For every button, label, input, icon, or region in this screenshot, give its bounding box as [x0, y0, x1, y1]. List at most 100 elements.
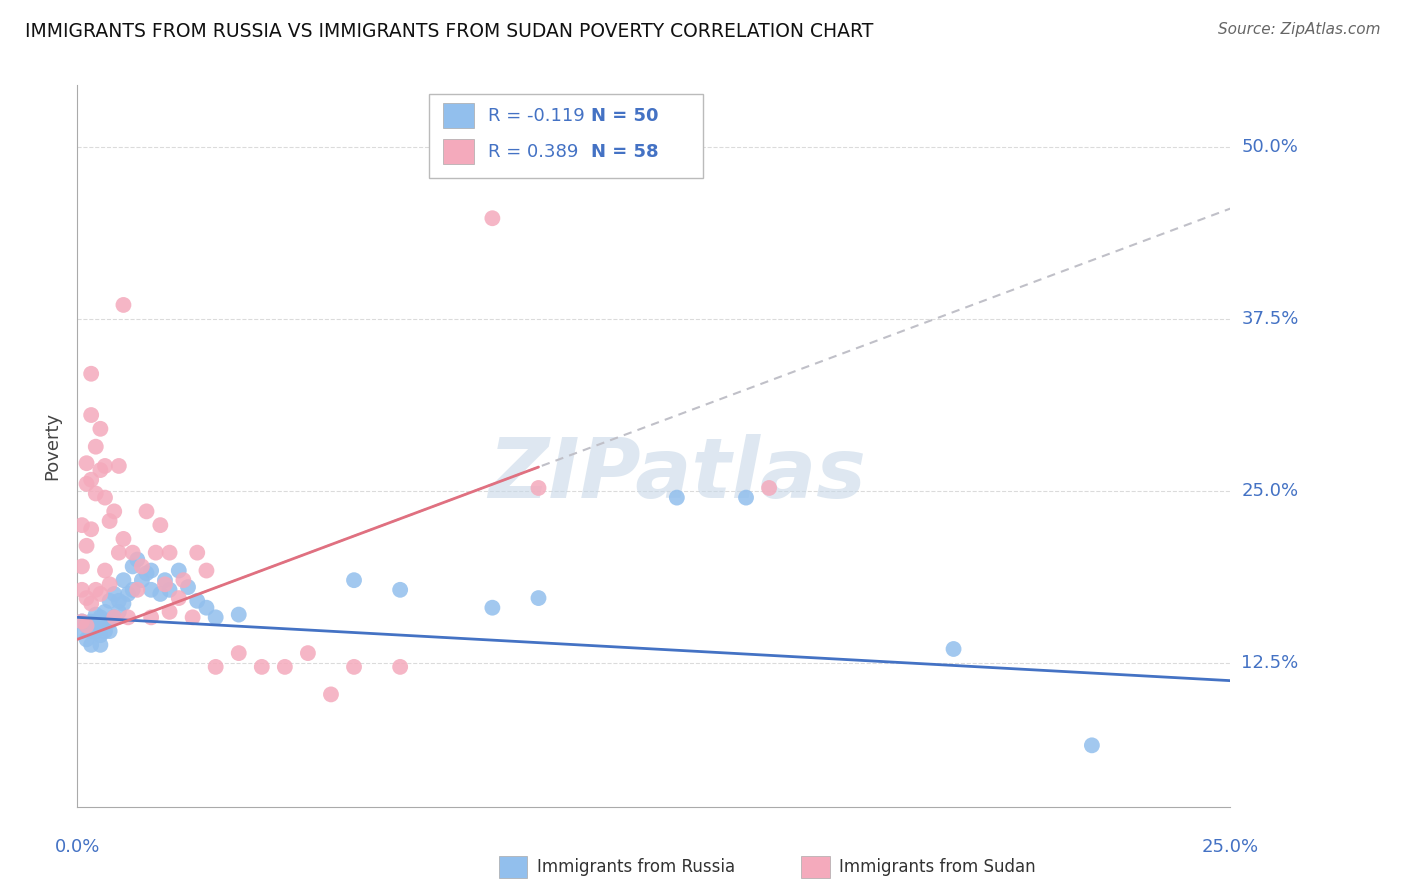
- Point: [127, 552, 149, 566]
- Text: 50.0%: 50.0%: [1241, 137, 1298, 156]
- Point: [70, 615, 93, 629]
- Point: [98, 615, 121, 629]
- Point: [112, 532, 135, 546]
- Point: [167, 591, 190, 605]
- Point: [389, 582, 412, 597]
- Point: [80, 408, 103, 422]
- Point: [94, 624, 117, 639]
- Point: [98, 624, 121, 639]
- Text: 37.5%: 37.5%: [1241, 310, 1299, 327]
- Point: [481, 211, 503, 226]
- Text: N = 58: N = 58: [591, 143, 658, 161]
- Point: [139, 582, 162, 597]
- Point: [942, 642, 965, 657]
- Point: [135, 504, 157, 518]
- Point: [80, 615, 103, 629]
- Point: [89, 638, 111, 652]
- Point: [80, 638, 103, 652]
- Point: [70, 518, 93, 533]
- Point: [103, 610, 125, 624]
- Point: [527, 481, 550, 495]
- Point: [195, 564, 218, 578]
- Point: [94, 615, 117, 629]
- Point: [1081, 739, 1104, 753]
- Text: R = -0.119: R = -0.119: [488, 107, 585, 125]
- Point: [343, 573, 366, 587]
- Text: 25.0%: 25.0%: [1241, 482, 1299, 500]
- Text: R = 0.389: R = 0.389: [488, 143, 578, 161]
- Point: [94, 605, 117, 619]
- Point: [139, 610, 162, 624]
- Point: [89, 422, 111, 436]
- Point: [527, 591, 550, 605]
- Point: [343, 660, 366, 674]
- Text: 0.0%: 0.0%: [55, 838, 100, 855]
- Point: [181, 610, 204, 624]
- Point: [153, 577, 176, 591]
- Point: [84, 607, 107, 622]
- Point: [84, 615, 107, 629]
- Point: [98, 514, 121, 528]
- Point: [274, 660, 297, 674]
- Point: [228, 607, 250, 622]
- Point: [84, 582, 107, 597]
- Point: [84, 440, 107, 454]
- Point: [89, 587, 111, 601]
- Point: [80, 624, 103, 639]
- Point: [80, 367, 103, 381]
- Point: [177, 580, 200, 594]
- Point: [70, 582, 93, 597]
- Point: [167, 564, 190, 578]
- Point: [135, 566, 157, 581]
- Point: [80, 473, 103, 487]
- Point: [665, 491, 688, 505]
- Point: [70, 559, 93, 574]
- Text: IMMIGRANTS FROM RUSSIA VS IMMIGRANTS FROM SUDAN POVERTY CORRELATION CHART: IMMIGRANTS FROM RUSSIA VS IMMIGRANTS FRO…: [25, 22, 873, 41]
- Point: [121, 546, 143, 560]
- Point: [131, 573, 153, 587]
- Point: [89, 463, 111, 477]
- Point: [84, 624, 107, 639]
- Point: [131, 559, 153, 574]
- Point: [195, 600, 218, 615]
- Point: [758, 481, 780, 495]
- Point: [204, 610, 226, 624]
- Text: 25.0%: 25.0%: [1202, 838, 1258, 855]
- Point: [159, 605, 181, 619]
- Point: [117, 587, 139, 601]
- Point: [76, 632, 98, 647]
- Point: [145, 546, 167, 560]
- Point: [250, 660, 273, 674]
- Point: [172, 573, 194, 587]
- Point: [76, 618, 98, 632]
- Point: [76, 539, 98, 553]
- Point: [103, 610, 125, 624]
- Point: [204, 660, 226, 674]
- Text: Immigrants from Sudan: Immigrants from Sudan: [839, 858, 1036, 876]
- Point: [121, 582, 143, 597]
- Point: [103, 504, 125, 518]
- Y-axis label: Poverty: Poverty: [44, 412, 62, 480]
- Point: [149, 587, 172, 601]
- Point: [89, 628, 111, 642]
- Point: [149, 518, 172, 533]
- Point: [108, 458, 131, 473]
- Point: [76, 591, 98, 605]
- Point: [94, 458, 117, 473]
- Point: [228, 646, 250, 660]
- Point: [76, 476, 98, 491]
- Point: [159, 546, 181, 560]
- Point: [80, 597, 103, 611]
- Point: [481, 600, 503, 615]
- Point: [98, 577, 121, 591]
- Point: [186, 546, 208, 560]
- Point: [98, 594, 121, 608]
- Point: [112, 573, 135, 587]
- Point: [112, 298, 135, 312]
- Point: [103, 587, 125, 601]
- Point: [112, 597, 135, 611]
- Point: [70, 615, 93, 629]
- Point: [70, 624, 93, 639]
- Point: [159, 582, 181, 597]
- Point: [186, 594, 208, 608]
